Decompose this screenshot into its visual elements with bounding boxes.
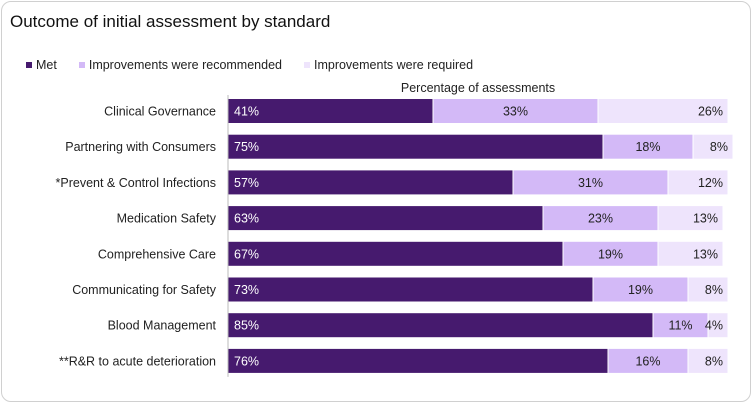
data-label: 41%	[234, 105, 259, 119]
data-label: 16%	[635, 354, 660, 368]
bar-segment	[228, 241, 563, 266]
data-label: 8%	[705, 354, 723, 368]
data-label: 23%	[588, 212, 613, 226]
category-label: Communicating for Safety	[72, 283, 217, 297]
data-label: 63%	[234, 212, 259, 226]
legend-swatch	[78, 62, 85, 68]
data-label: 8%	[710, 140, 728, 154]
data-label: 75%	[234, 140, 259, 154]
bar-segment	[708, 313, 728, 338]
data-label: 13%	[693, 247, 718, 261]
data-label: 31%	[578, 176, 603, 190]
data-label: 19%	[598, 247, 623, 261]
bar-segment	[228, 170, 513, 195]
legend-label: Improvements were recommended	[88, 58, 282, 72]
category-label: Medication Safety	[117, 212, 217, 226]
bar-segment	[563, 241, 658, 266]
category-label: Blood Management	[108, 319, 217, 333]
bar-segment	[228, 313, 653, 338]
bar-segment	[658, 241, 723, 266]
category-label: Comprehensive Care	[98, 247, 216, 261]
data-label: 33%	[503, 105, 528, 119]
legend-item-required: Improvements were required	[303, 58, 474, 72]
legend-label: Met	[36, 58, 57, 72]
legend: Met Improvements were recommended Improv…	[26, 58, 495, 72]
bar-segment	[653, 313, 708, 338]
legend-item-recommended: Improvements were recommended	[78, 58, 282, 72]
data-label: 57%	[234, 176, 259, 190]
data-label: 18%	[635, 140, 660, 154]
bar-segment	[228, 99, 433, 123]
category-label: *Prevent & Control Infections	[56, 176, 217, 190]
legend-label: Improvements were required	[313, 58, 474, 72]
bar-segment	[688, 348, 728, 373]
bar-segment	[598, 99, 728, 123]
bar-segment	[603, 134, 693, 159]
data-label: 12%	[698, 176, 723, 190]
bar-segment	[668, 170, 728, 195]
bar-segment	[543, 206, 658, 231]
category-label: Partnering with Consumers	[65, 140, 216, 154]
data-label: 4%	[705, 319, 723, 333]
legend-swatch	[303, 62, 310, 68]
bar-segment	[658, 206, 723, 231]
data-label: 11%	[668, 319, 692, 333]
bar-segment	[228, 348, 608, 373]
category-label: Clinical Governance	[104, 105, 216, 119]
bar-segment	[433, 99, 598, 123]
bar-segment	[513, 170, 668, 195]
bar-segment	[688, 277, 728, 302]
data-label: 26%	[698, 105, 723, 119]
data-label: 73%	[234, 283, 259, 297]
data-label: 19%	[628, 283, 653, 297]
bar-segment	[693, 134, 733, 159]
data-label: 13%	[693, 212, 718, 226]
chart-frame	[1, 1, 751, 402]
data-label: 8%	[705, 283, 723, 297]
data-label: 67%	[234, 247, 259, 261]
bar-segment	[228, 134, 603, 159]
data-label: 85%	[234, 319, 259, 333]
legend-item-met: Met	[26, 58, 57, 72]
x-axis-title: Percentage of assessments	[400, 81, 556, 95]
category-label: **R&R to acute deterioration	[59, 354, 216, 368]
data-label: 76%	[234, 354, 259, 368]
bar-segment	[228, 277, 593, 302]
bar-segment	[228, 206, 543, 231]
chart-title: Outcome of initial assessment by standar…	[10, 12, 331, 31]
bar-segment	[593, 277, 688, 302]
bar-segment	[608, 348, 688, 373]
legend-swatch	[26, 62, 32, 68]
